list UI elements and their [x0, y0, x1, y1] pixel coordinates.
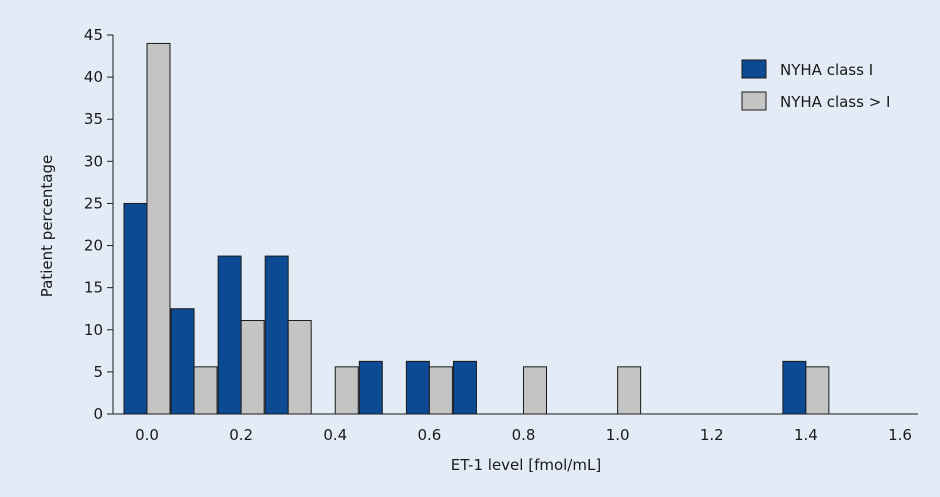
bar-nyha-class-i: [170, 308, 195, 415]
bar-nyha-class-gt-i: [617, 366, 642, 415]
bar-nyha-class-gt-i: [146, 42, 171, 415]
y-tick-label: 25: [84, 194, 103, 212]
bar-nyha-class-i: [405, 360, 430, 415]
bar-nyha-class-i: [452, 360, 477, 415]
x-ticks-group: 0.0 0.2 0.4 0.6 0.8 1.0 1.2 1.4 1.6: [135, 426, 912, 444]
legend-swatch: [741, 59, 767, 79]
x-tick-label: 0.6: [417, 426, 441, 444]
x-tick-label: 0.2: [229, 426, 253, 444]
x-tick-label: 0.4: [323, 426, 347, 444]
x-tick-label: 1.4: [794, 426, 818, 444]
x-axis-title: ET-1 level [fmol/mL]: [451, 456, 601, 474]
x-tick-label: 1.6: [888, 426, 912, 444]
bar-nyha-class-i: [217, 255, 242, 415]
y-tick-label: 0: [93, 405, 103, 423]
x-tick-label: 1.2: [700, 426, 724, 444]
axes-group: [112, 35, 918, 415]
bar-nyha-class-i: [264, 255, 289, 415]
legend-swatch: [741, 91, 767, 111]
bar-nyha-class-gt-i: [428, 366, 453, 415]
y-axis-title: Patient percentage: [38, 155, 56, 297]
y-tick-label: 45: [84, 26, 103, 44]
y-tick-label: 10: [84, 321, 103, 339]
bar-nyha-class-gt-i: [805, 366, 830, 415]
y-tick-label: 5: [93, 363, 103, 381]
x-tick-label: 1.0: [606, 426, 630, 444]
bars-group: [123, 42, 830, 415]
y-tick-label: 15: [84, 279, 103, 297]
y-tick-label: 40: [84, 68, 103, 86]
bar-nyha-class-i: [358, 360, 383, 415]
bar-nyha-class-i: [123, 202, 148, 415]
legend: NYHA class I NYHA class > I: [741, 59, 890, 111]
bar-nyha-class-gt-i: [287, 320, 312, 415]
y-tick-label: 30: [84, 152, 103, 170]
y-ticks-group: 0 5 10 15 20 25 30 35 40 45: [84, 26, 113, 423]
y-tick-label: 35: [84, 110, 103, 128]
bar-nyha-class-gt-i: [240, 320, 265, 415]
legend-label: NYHA class I: [780, 61, 873, 79]
y-tick-label: 20: [84, 237, 103, 255]
bar-nyha-class-i: [782, 360, 807, 415]
x-tick-label: 0.8: [512, 426, 536, 444]
x-tick-label: 0.0: [135, 426, 159, 444]
bar-nyha-class-gt-i: [523, 366, 547, 415]
bar-nyha-class-gt-i: [193, 366, 218, 415]
bar-nyha-class-gt-i: [334, 366, 359, 415]
legend-label: NYHA class > I: [780, 93, 890, 111]
